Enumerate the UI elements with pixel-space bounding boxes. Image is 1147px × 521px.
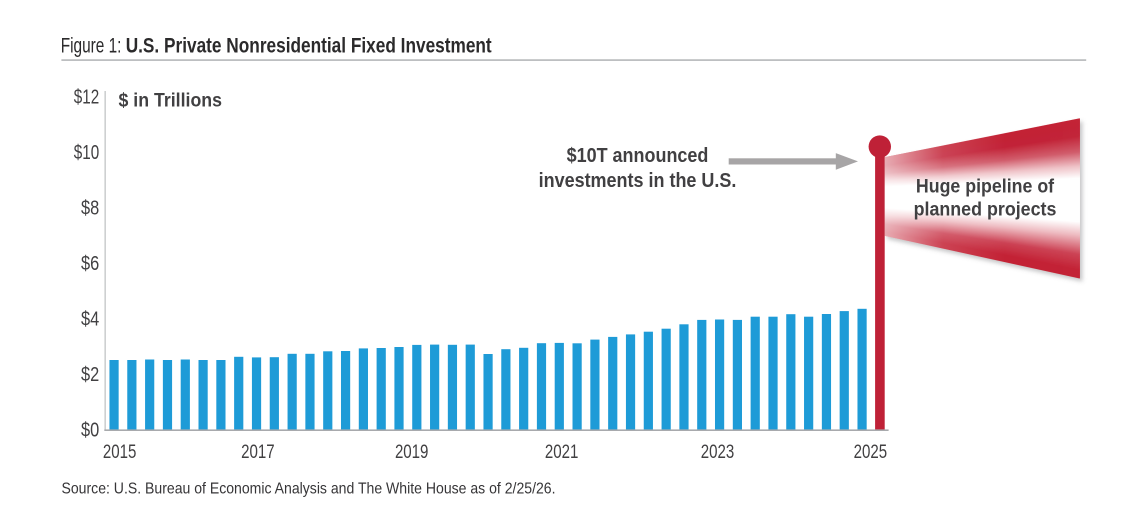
svg-text:2017: 2017 xyxy=(241,442,275,463)
svg-text:$ in Trillions: $ in Trillions xyxy=(119,90,223,111)
svg-text:$6: $6 xyxy=(81,253,99,275)
svg-text:2019: 2019 xyxy=(395,442,429,463)
svg-text:planned projects: planned projects xyxy=(914,199,1057,221)
svg-text:$12: $12 xyxy=(74,87,99,109)
svg-text:Huge pipeline of: Huge pipeline of xyxy=(916,175,1055,197)
svg-text:2015: 2015 xyxy=(103,442,137,463)
svg-text:2021: 2021 xyxy=(545,442,579,463)
svg-text:$4: $4 xyxy=(81,309,99,331)
svg-text:$2: $2 xyxy=(81,364,99,386)
svg-text:$0: $0 xyxy=(81,420,99,442)
svg-text:investments in the U.S.: investments in the U.S. xyxy=(539,170,737,192)
svg-text:$8: $8 xyxy=(81,198,99,220)
svg-text:2025: 2025 xyxy=(854,442,888,463)
svg-text:Figure 1: U.S. Private Nonresi: Figure 1: U.S. Private Nonresidential Fi… xyxy=(61,34,492,57)
svg-text:2023: 2023 xyxy=(701,442,735,463)
svg-text:Source: U.S. Bureau of Economi: Source: U.S. Bureau of Economic Analysis… xyxy=(62,481,556,498)
svg-text:$10T announced: $10T announced xyxy=(567,145,709,167)
svg-text:$10: $10 xyxy=(74,142,99,164)
